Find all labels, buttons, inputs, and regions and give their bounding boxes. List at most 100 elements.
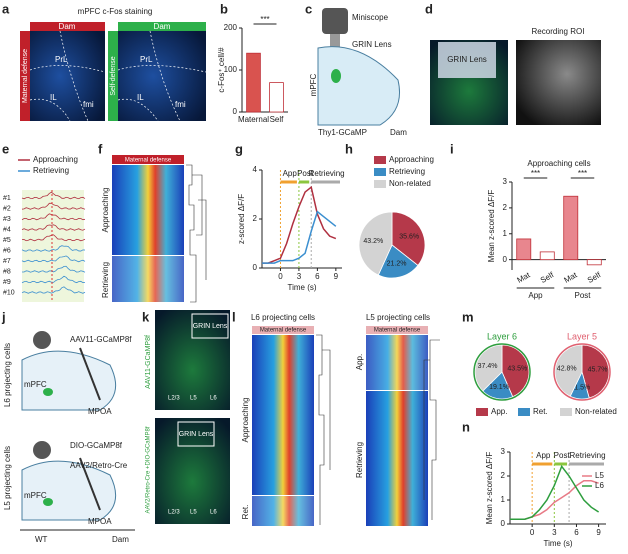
value-label: 11.5% (571, 384, 590, 391)
cell-label: #6 (3, 247, 11, 254)
label: PrL (55, 55, 68, 64)
cells (43, 498, 53, 506)
panel-d: GRIN Lens Recording ROI (430, 27, 601, 125)
trace (21, 213, 86, 221)
banner (252, 326, 314, 334)
x-tick-label: Self (270, 115, 285, 124)
brain (317, 46, 400, 126)
phase-label: Post (554, 451, 571, 460)
label: L6 (210, 510, 217, 516)
label: AAV2/Retro-Cre +DIO-GCaMP8f (146, 426, 152, 513)
side-strip (108, 31, 118, 121)
mouse-icon (33, 331, 51, 349)
y-tick-label: 0 (501, 519, 506, 528)
banner (366, 326, 428, 334)
y-tick-label: 1 (501, 495, 506, 504)
group-label: Post (574, 291, 591, 300)
cell-label: #2 (3, 205, 11, 212)
image (118, 31, 206, 121)
x-tick-label: Self (586, 270, 603, 285)
label: Maternal defense (125, 158, 172, 164)
label: DIO-GCaMP8f (70, 441, 123, 450)
legend-label: Approaching (33, 155, 78, 164)
pie-slice (581, 344, 610, 399)
heatmap (252, 335, 314, 495)
cell-label: #3 (3, 216, 11, 223)
significance: *** (578, 169, 587, 178)
value-label: 43.2% (363, 238, 383, 245)
cell-label: #10 (3, 289, 15, 296)
phase-label: Retrieving (570, 451, 606, 460)
label: L5 projecting cells (366, 313, 430, 322)
label: L6 projecting cells (251, 313, 315, 322)
title: mPFC c-Fos staining (78, 7, 153, 16)
legend-swatch (518, 408, 530, 416)
significance: *** (260, 15, 269, 24)
label: mPFC (24, 380, 47, 389)
x-tick-label: 0 (278, 272, 283, 281)
label: mPFC (24, 491, 47, 500)
legend-label: Retrieving (33, 166, 69, 175)
pie-slice (501, 344, 530, 398)
label: L2/3 (168, 396, 180, 402)
trace (21, 275, 86, 284)
label: Maternal defense (260, 328, 307, 334)
y-tick-label: 2 (253, 214, 258, 223)
panel-j: L6 projecting cells L5 projecting cells … (3, 331, 135, 544)
phase-label: App (536, 451, 551, 460)
lens-box (191, 313, 229, 339)
syringe (79, 347, 101, 401)
legend-label: Approaching (389, 155, 434, 164)
heatmap (366, 335, 428, 390)
label: Dam (154, 22, 171, 31)
outline (117, 30, 207, 122)
y-tick-label: 2 (503, 203, 508, 212)
value-label: 19.1% (489, 384, 509, 391)
label: Maternal defense (22, 49, 29, 103)
label: Miniscope (352, 13, 389, 22)
chart-title: Layer 5 (567, 331, 597, 341)
x-tick-label: 9 (334, 272, 339, 281)
header (30, 22, 105, 31)
legend-label: Non-related (575, 407, 617, 416)
pie-slice (554, 344, 583, 397)
x-tick-label: 9 (596, 528, 601, 537)
panel-letter: d (425, 1, 433, 16)
label: Self-defense (110, 56, 117, 95)
label: L6 projecting cells (3, 343, 12, 407)
y-axis-label: Mean z-scored ΔF/F (487, 190, 496, 263)
label: Thy1-GCaMP (318, 128, 367, 137)
pie-slice (358, 211, 393, 276)
pie-slice (474, 344, 503, 392)
significance: *** (531, 169, 540, 178)
y-tick-label: 4 (253, 165, 258, 174)
lens-box (438, 42, 496, 78)
dendrogram (186, 164, 207, 303)
bar (516, 238, 532, 261)
trace (21, 265, 86, 273)
miniscope-icon (322, 8, 348, 34)
label: fmi (175, 100, 186, 109)
bar (586, 259, 602, 266)
cell-label: #8 (3, 268, 11, 275)
value-label: 37.4% (478, 363, 498, 370)
trace (21, 191, 86, 200)
label: Retrieving (355, 442, 364, 478)
label: GRIN Lens (179, 431, 214, 438)
lens-box (177, 421, 215, 447)
x-tick-label: 6 (315, 272, 320, 281)
label: fmi (83, 100, 94, 109)
legend-label: Non-related (389, 179, 431, 188)
trace (21, 286, 86, 294)
y-axis-label: c-Fos⁺ cell/# (217, 47, 226, 93)
heatmap (112, 256, 184, 302)
label: Approaching (101, 188, 110, 233)
panel-e (22, 190, 84, 302)
series-line (262, 185, 337, 264)
label: Dam (59, 22, 76, 31)
syringe (79, 457, 101, 511)
label: GRIN Lens (447, 55, 487, 64)
label: Approaching (241, 398, 250, 443)
panel-letter: n (462, 419, 470, 434)
label: GRIN Lens (193, 323, 228, 330)
